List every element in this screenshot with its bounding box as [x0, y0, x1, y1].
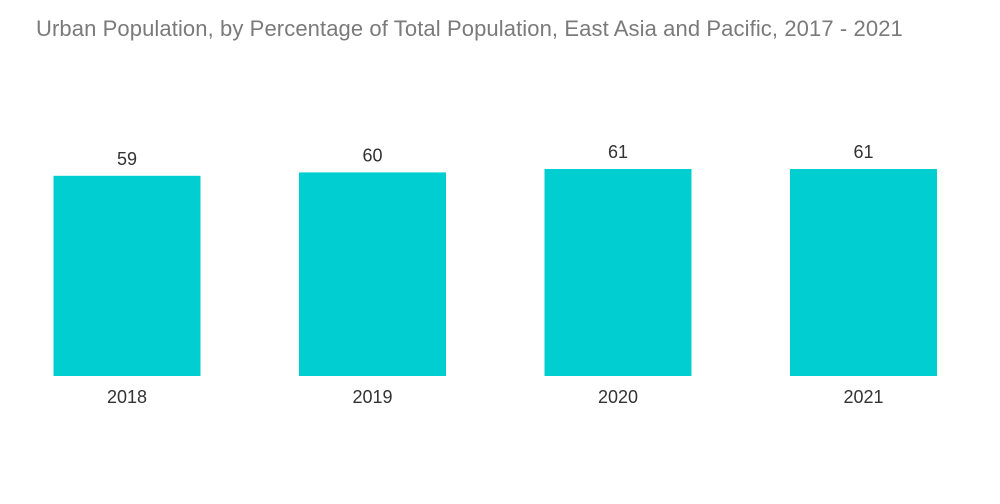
x-tick-label-2021: 2021 — [843, 387, 883, 407]
bar-2020 — [544, 169, 692, 376]
x-axis-ticks-group: 2018 2019 2020 2021 — [107, 387, 884, 407]
data-label-2018: 59 — [117, 149, 137, 169]
x-tick-label-2019: 2019 — [352, 387, 392, 407]
data-labels-group: 59 60 61 61 — [117, 142, 874, 169]
x-tick-label-2020: 2020 — [598, 387, 638, 407]
bars-group — [53, 169, 937, 376]
x-tick-label-2018: 2018 — [107, 387, 147, 407]
data-label-2021: 61 — [853, 142, 873, 162]
chart-title: Urban Population, by Percentage of Total… — [36, 16, 903, 41]
bar-2018 — [53, 175, 201, 376]
bar-2021 — [790, 169, 937, 376]
bar-2019 — [299, 172, 446, 376]
data-label-2019: 60 — [362, 145, 382, 165]
data-label-2020: 61 — [608, 142, 628, 162]
